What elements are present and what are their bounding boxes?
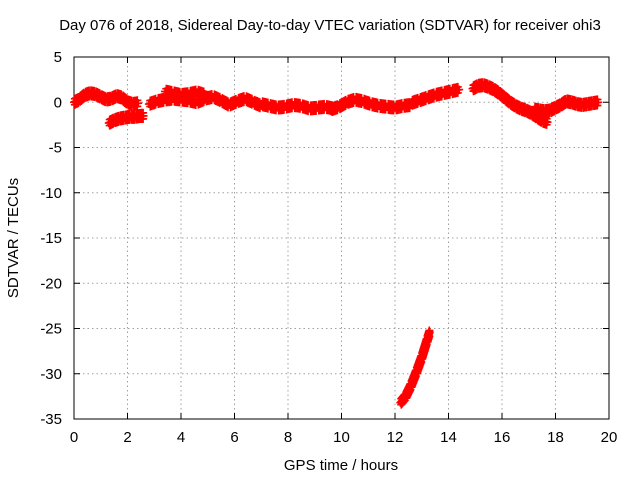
data-point <box>455 85 464 94</box>
y-tick-label: -35 <box>40 411 62 428</box>
data-point <box>134 99 143 108</box>
y-tick-label: -30 <box>40 366 62 383</box>
x-tick-label: 0 <box>70 429 78 446</box>
x-tick-label: 8 <box>284 429 292 446</box>
series-track-h <box>468 78 552 129</box>
x-axis-label: GPS time / hours <box>284 457 398 474</box>
x-tick-label: 18 <box>547 429 564 446</box>
x-tick-label: 14 <box>440 429 457 446</box>
y-tick-label: 0 <box>54 94 62 111</box>
y-tick-label: -20 <box>40 275 62 292</box>
y-tick-label: 5 <box>54 49 62 66</box>
x-tick-label: 16 <box>494 429 511 446</box>
series-track-j <box>396 326 434 409</box>
x-tick-label: 20 <box>601 429 618 446</box>
series-track-a <box>70 86 143 111</box>
series-track-f <box>326 92 416 117</box>
data-point <box>594 98 603 107</box>
chart-title: Day 076 of 2018, Sidereal Day-to-day VTE… <box>59 17 601 34</box>
y-tick-label: -25 <box>40 321 62 338</box>
y-axis-label: SDTVAR / TECUs <box>5 178 22 298</box>
data-point <box>425 328 434 337</box>
series-track-b <box>104 108 148 130</box>
series-track-i <box>530 94 603 119</box>
x-tick-label: 6 <box>230 429 238 446</box>
x-tick-label: 10 <box>333 429 350 446</box>
y-tick-label: -15 <box>40 230 62 247</box>
y-tick-label: -5 <box>49 140 62 157</box>
data-point <box>543 118 552 127</box>
series-track-g <box>407 82 464 110</box>
series-track-e <box>257 97 338 116</box>
x-tick-label: 4 <box>177 429 185 446</box>
x-tick-label: 12 <box>387 429 404 446</box>
data-point <box>139 111 148 120</box>
y-tick-label: -10 <box>40 185 62 202</box>
series-track-d <box>160 84 210 102</box>
data-marks <box>70 78 603 409</box>
x-tick-label: 2 <box>123 429 131 446</box>
axis-ticks: 0 2 4 6 8 10 12 14 16 18 20 5 0 -5 -10 -15 -20 -25 -30 -35 <box>40 49 617 446</box>
data-point <box>201 91 210 100</box>
